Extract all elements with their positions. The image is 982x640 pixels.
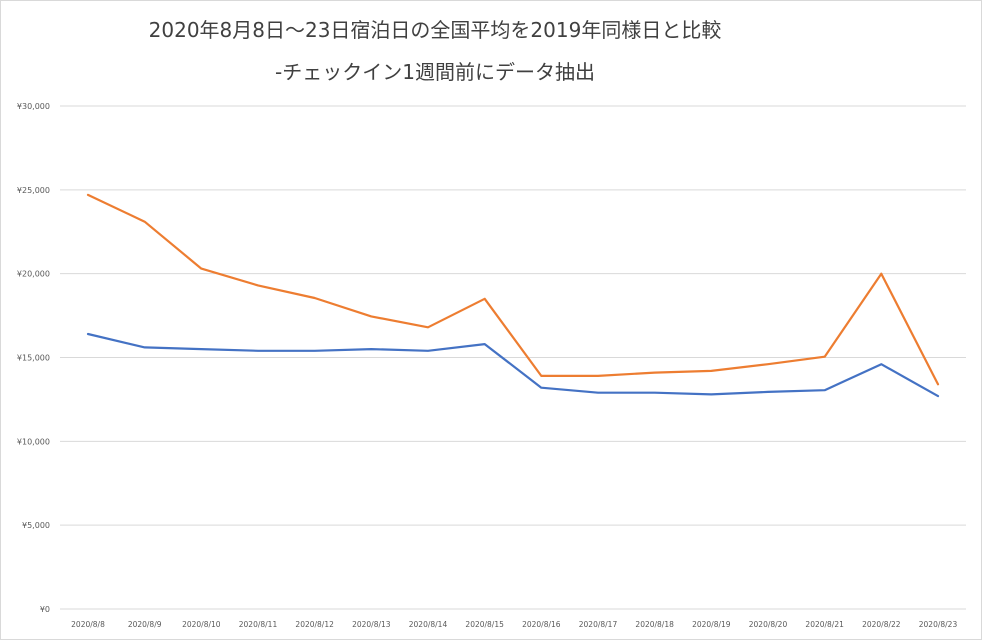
x-tick-label: 2020/8/9 — [128, 620, 162, 629]
y-tick-label: ¥15,000 — [17, 354, 50, 363]
x-tick-label: 2020/8/22 — [862, 620, 901, 629]
x-tick-label: 2020/8/16 — [522, 620, 561, 629]
series-line-1 — [86, 332, 940, 398]
x-tick-label: 2020/8/15 — [465, 620, 504, 629]
y-tick-label: ¥25,000 — [17, 186, 50, 195]
y-tick-label: ¥10,000 — [17, 437, 50, 446]
x-tick-label: 2020/8/14 — [409, 620, 448, 629]
x-tick-label: 2020/8/18 — [635, 620, 674, 629]
x-tick-label: 2020/8/8 — [71, 620, 105, 629]
chart-subtitle: -チェックイン1週間前にデータ抽出 — [275, 60, 595, 84]
x-tick-label: 2020/8/19 — [692, 620, 731, 629]
x-tick-label: 2020/8/17 — [579, 620, 618, 629]
x-tick-label: 2020/8/21 — [805, 620, 844, 629]
y-tick-label: ¥30,000 — [17, 102, 50, 111]
series-line-2 — [86, 193, 940, 386]
y-tick-label: ¥5,000 — [22, 521, 50, 530]
x-tick-label: 2020/8/12 — [295, 620, 334, 629]
x-tick-label: 2020/8/13 — [352, 620, 391, 629]
y-tick-label: ¥0 — [40, 605, 50, 614]
x-tick-label: 2020/8/23 — [919, 620, 958, 629]
x-tick-label: 2020/8/10 — [182, 620, 221, 629]
x-tick-label: 2020/8/11 — [239, 620, 278, 629]
chart-title: 2020年8月8日～23日宿泊日の全国平均を2019年同様日と比較 — [148, 18, 722, 42]
x-tick-label: 2020/8/20 — [749, 620, 788, 629]
y-tick-label: ¥20,000 — [17, 270, 50, 279]
